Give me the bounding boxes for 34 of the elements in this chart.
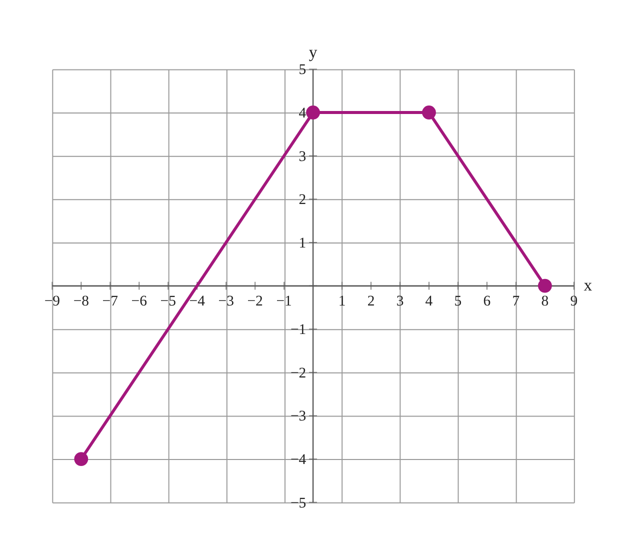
y-tick-label: 2 [298,192,306,208]
x-tick-label: 6 [483,293,491,310]
y-tick-label: 4 [298,105,307,122]
y-axis-title: y [308,42,318,62]
point [538,278,552,293]
x-tick-label: 5 [454,293,462,310]
y-tick-label: 3 [298,148,306,165]
y-tick-label: −1 [290,322,306,338]
y-tick-label: −3 [290,408,306,425]
x-tick-label: 8 [541,293,549,310]
x-tick-label: 1 [338,293,346,310]
point [74,452,88,466]
y-tick-label: −5 [290,495,306,512]
y-tick-label: 5 [298,62,306,78]
x-tick-label: 7 [512,293,520,310]
x-tick-label: −9 [44,293,60,310]
point [422,106,436,120]
x-tick-label: −1 [276,293,292,310]
point [306,106,320,120]
x-axis-title: x [584,276,593,295]
x-tick-label: −2 [247,293,263,310]
x-tick-label: 2 [367,293,375,310]
x-tick-label: 4 [425,293,434,310]
y-tick-label: −2 [290,365,306,382]
x-tick-label: −8 [73,293,90,310]
x-tick-label: −6 [131,293,147,310]
x-tick-label: −3 [218,293,234,310]
x-tick-label: −4 [189,293,206,310]
x-tick-label: 9 [570,293,578,310]
y-tick-label: −4 [290,452,307,468]
x-tick-label: −5 [160,293,176,310]
x-tick-label: −7 [102,293,118,310]
y-tick-label: 1 [298,235,306,252]
x-tick-label: 3 [396,293,404,310]
